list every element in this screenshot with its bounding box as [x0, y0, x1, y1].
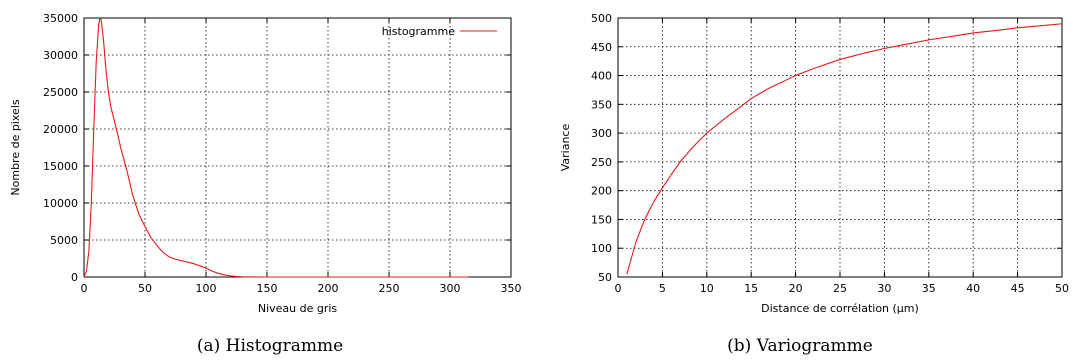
x-tick-label: 25	[833, 282, 847, 295]
x-tick-label: 50	[1055, 282, 1069, 295]
x-tick-label: 10	[700, 282, 714, 295]
y-axis-label: Variance	[559, 124, 572, 172]
y-tick-label: 400	[591, 70, 612, 83]
y-tick-label: 200	[591, 185, 612, 198]
y-tick-label: 35000	[43, 12, 78, 25]
y-tick-label: 350	[591, 98, 612, 111]
x-tick-label: 250	[379, 282, 400, 295]
y-tick-label: 50	[598, 271, 612, 284]
series-line	[83, 17, 469, 278]
x-tick-label: 100	[196, 282, 217, 295]
x-tick-label: 300	[440, 282, 461, 295]
y-tick-label: 5000	[50, 234, 78, 247]
y-tick-label: 100	[591, 242, 612, 255]
figure: 0 50 100 150 200 250 300 3500500010000150002000…	[9, 12, 1069, 315]
x-axis-label: Niveau de gris	[258, 302, 338, 315]
y-tick-label: 250	[591, 156, 612, 169]
x-tick-label: 40	[966, 282, 980, 295]
y-tick-label: 0	[71, 271, 78, 284]
x-tick-label: 30	[877, 282, 891, 295]
x-axis-label: Distance de corrélation (μm)	[761, 302, 919, 315]
x-tick-label: 15	[744, 282, 758, 295]
y-tick-label: 30000	[43, 49, 78, 62]
caption-histogram: (a) Histogramme	[196, 336, 344, 356]
y-tick-label: 300	[591, 127, 612, 140]
y-tick-label: 25000	[43, 86, 78, 99]
x-tick-label: 35	[922, 282, 936, 295]
x-tick-label: 50	[138, 282, 152, 295]
x-tick-label: 0	[615, 282, 622, 295]
plot-frame	[83, 17, 512, 278]
y-tick-label: 450	[591, 41, 612, 54]
y-axis-label: Nombre de pixels	[9, 99, 22, 195]
legend-label: histogramme	[382, 25, 455, 38]
series-line	[626, 23, 1063, 275]
y-tick-label: 500	[591, 12, 612, 25]
y-tick-label: 20000	[43, 123, 78, 136]
y-tick-label: 10000	[43, 197, 78, 210]
x-tick-label: 200	[318, 282, 339, 295]
variogram-chart: 0 5 10 15 20 25 30 35 40 45 50 50 100 150 200 250 300 350…	[559, 12, 1069, 315]
x-tick-label: 350	[501, 282, 522, 295]
histogram-chart: 0 50 100 150 200 250 300 350 0 5000 10000 15000 2000…	[9, 12, 522, 315]
x-tick-label: 45	[1011, 282, 1025, 295]
x-tick-label: 0	[81, 282, 88, 295]
y-tick-label: 15000	[43, 160, 78, 173]
y-tick-label: 150	[591, 213, 612, 226]
caption-variogram: (b) Variogramme	[727, 336, 873, 356]
x-tick-label: 150	[257, 282, 278, 295]
x-tick-label: 5	[659, 282, 666, 295]
x-tick-label: 20	[789, 282, 803, 295]
